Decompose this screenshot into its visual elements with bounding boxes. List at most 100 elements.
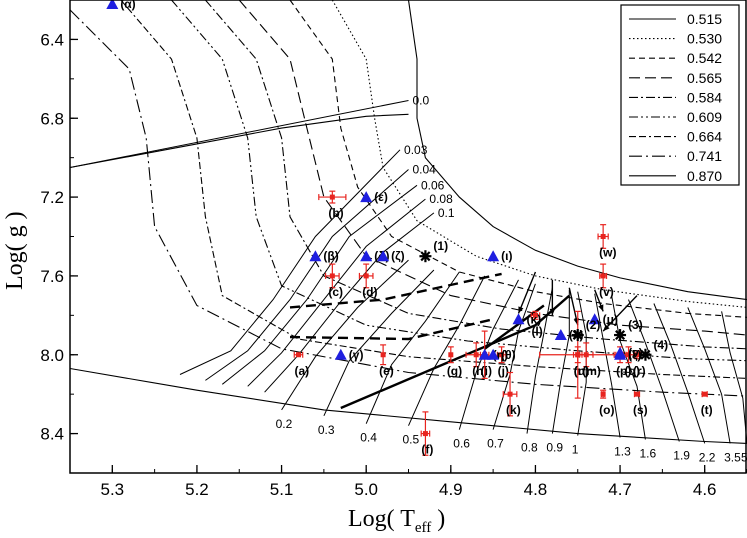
isochrone-label: 0.4 xyxy=(360,431,377,445)
blue-triangle-label: (β) xyxy=(323,249,338,263)
isochrone-label: 2.2 xyxy=(699,450,716,464)
blue-triangle xyxy=(614,348,627,360)
red-point-label: (u) xyxy=(574,364,589,378)
red-point xyxy=(633,391,641,398)
x-tick-label: 5.3 xyxy=(100,480,124,499)
red-point xyxy=(502,371,518,417)
isochrone-label: 1.6 xyxy=(639,446,656,460)
arrow-head xyxy=(518,306,524,314)
thick-line xyxy=(483,304,545,350)
isochrone-0.4 xyxy=(365,271,460,424)
isochrone-3.5 xyxy=(687,307,731,444)
isochrone-label: 1.9 xyxy=(673,448,690,462)
red-point xyxy=(358,263,374,289)
isochrone-label: 0.9 xyxy=(546,441,563,455)
track-0.584 xyxy=(204,0,747,350)
isochrone-label: 3.5 xyxy=(724,450,741,464)
blue-triangle-label: (α) xyxy=(120,0,135,11)
blue-triangle-label: (ν) xyxy=(628,346,643,360)
isochrone-label: 0.5 xyxy=(403,433,420,447)
red-point xyxy=(380,344,387,366)
blue-triangle xyxy=(106,0,119,9)
isochrone-0.03 xyxy=(179,149,401,375)
isochrone-0.0 xyxy=(70,100,409,168)
red-point-label: (w) xyxy=(599,246,616,260)
red-point xyxy=(324,263,340,289)
blue-triangle-label: (ζ) xyxy=(391,249,405,263)
y-tick-label: 8.0 xyxy=(40,346,64,365)
star-label: (2) xyxy=(586,318,601,332)
blue-triangle xyxy=(512,313,525,325)
star-marker xyxy=(639,348,652,361)
thick-boundary-lines xyxy=(289,272,571,410)
axes: 5.3 5.2 5.1 5.0 4.9 4.8 4.7 4.6 6.4 6.8 7.2 7.6 8.0 8… xyxy=(40,0,747,499)
isochrone-5 xyxy=(721,311,747,444)
legend-label: 0.609 xyxy=(687,109,722,125)
track-0.515 xyxy=(407,0,747,301)
isochrone-label: 0.08 xyxy=(429,192,453,206)
legend-label: 0.870 xyxy=(687,168,722,184)
thick-line xyxy=(340,294,571,410)
isochrone-label: 0.1 xyxy=(438,206,455,220)
red-point-label: (j) xyxy=(498,364,509,378)
red-point xyxy=(420,411,431,456)
red-point-label: (v) xyxy=(599,285,614,299)
star-label: (4) xyxy=(653,338,668,352)
star-marker xyxy=(614,329,627,342)
red-point-label: (d) xyxy=(362,285,377,299)
red-point xyxy=(447,346,454,364)
arrow-head xyxy=(598,304,604,312)
x-tick-label: 4.9 xyxy=(439,480,463,499)
x-tick-label: 5.0 xyxy=(354,480,378,499)
blue-triangle-label: (μ) xyxy=(603,312,618,326)
isochrone-label: 0.8 xyxy=(521,441,538,455)
blue-triangle-label: (κ) xyxy=(527,312,542,326)
x-tick-label: 5.1 xyxy=(270,480,294,499)
blue-triangle-label: (θ) xyxy=(501,348,515,362)
red-point-label: (l) xyxy=(531,324,542,338)
legend: 0.515 0.530 0.542 0.565 0.584 0.609 0.664 0.741… xyxy=(620,4,740,186)
star-marker xyxy=(571,329,584,342)
isochrone-0.5 xyxy=(408,275,486,426)
track-0.664 xyxy=(120,0,747,379)
red-point-label: (i) xyxy=(481,364,492,378)
y-axis-title: Log( g ) xyxy=(2,211,28,290)
track-extension xyxy=(70,113,409,169)
red-point-label: (e) xyxy=(379,364,394,378)
legend-label: 0.664 xyxy=(687,129,722,145)
star-label: (1) xyxy=(433,239,448,253)
isochrone-0.2 xyxy=(281,259,409,411)
blue-triangle xyxy=(377,250,390,262)
red-point-label: (p) xyxy=(616,364,631,378)
red-point xyxy=(597,224,609,249)
blue-triangle xyxy=(334,348,347,360)
y-tick-label: 6.8 xyxy=(40,109,64,128)
isochrone-label: 5 xyxy=(741,450,747,464)
legend-box xyxy=(620,4,740,186)
blue-triangle xyxy=(487,250,500,262)
red-point xyxy=(633,350,641,360)
x-tick-label: 4.8 xyxy=(524,480,548,499)
isochrone-label: 0.06 xyxy=(421,178,445,192)
isochrone-label: 0.0 xyxy=(413,94,430,108)
red-point xyxy=(530,310,541,320)
y-tick-label: 6.4 xyxy=(40,30,64,49)
isochrone-label: 0.3 xyxy=(318,423,335,437)
isochrone-0.04 xyxy=(205,169,409,381)
red-point xyxy=(701,391,708,398)
red-point xyxy=(572,346,583,364)
red-point-label: (s) xyxy=(633,403,648,417)
arrow-head xyxy=(549,308,556,316)
isochrone-0.06 xyxy=(221,184,418,385)
red-point-label: (f) xyxy=(421,443,433,457)
isochrone-label: 0.03 xyxy=(404,143,428,157)
data-points: (a)(b)(c) (d)(e)(f)(g) (h)(i) (j)(k)(l)(m)(… xyxy=(106,0,713,457)
isochrone-0.08 xyxy=(247,198,426,387)
isochrone-label: 0.2 xyxy=(276,417,293,431)
y-tick-label: 8.4 xyxy=(40,425,64,444)
isochrone-label: 1 xyxy=(572,443,579,457)
x-axis-title: Log( Teff ) xyxy=(348,506,445,536)
isochrone-0.1 xyxy=(264,212,435,393)
isochrone-2.2 xyxy=(653,303,706,444)
